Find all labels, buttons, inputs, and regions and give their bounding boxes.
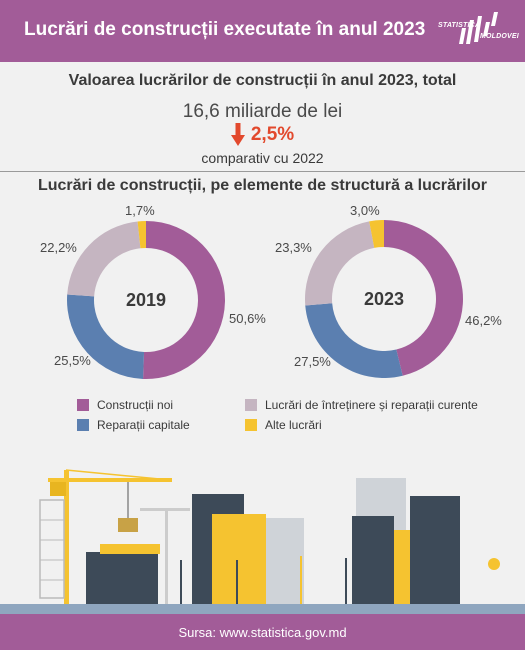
data-label-alte-2019: 1,7%: [125, 203, 155, 218]
building-group-right-icon: [352, 478, 460, 604]
legend-label: Alte lucrări: [265, 418, 322, 432]
footer-banner: Sursa: www.statistica.gov.md: [0, 614, 525, 650]
legend-swatch: [77, 419, 89, 431]
building-group-left-icon: [192, 494, 304, 604]
slice-alte-lucrari: [137, 221, 146, 249]
structure-title: Lucrări de construcții, pe elemente de s…: [37, 177, 488, 194]
legend-swatch: [245, 419, 257, 431]
legend-swatch: [77, 399, 89, 411]
streetlamps-icon: [180, 558, 500, 604]
slice-constructii-noi: [384, 220, 464, 376]
page-title: Lucrări de construcții executate în anul…: [24, 19, 426, 40]
donut-center-label: 2023: [364, 289, 404, 309]
legend-swatch: [245, 399, 257, 411]
slice-intretinere: [67, 221, 141, 297]
logo-bars-icon: [459, 12, 498, 44]
total-value: 16,6 miliarde de lei: [182, 101, 343, 122]
divider: [0, 171, 525, 172]
donut-center-label: 2019: [126, 290, 166, 310]
summary-title: Valoarea lucrărilor de construcții în an…: [68, 72, 457, 89]
change-row: 2,5%: [0, 123, 525, 149]
legend-item-intretinere: Lucrări de întreținere și reparații cure…: [245, 398, 478, 412]
legend-label: Construcții noi: [97, 398, 174, 412]
construction-city-illustration: [0, 469, 525, 614]
data-label-constructii-noi-2023: 46,2%: [465, 313, 502, 328]
slice-constructii-noi: [143, 221, 226, 379]
crane-small-icon: [140, 508, 190, 604]
slice-alte-lucrari: [369, 220, 384, 248]
slice-reparatii-capitale: [67, 294, 145, 379]
data-label-reparatii-2019: 25,5%: [54, 353, 91, 368]
legend-label: Reparații capitale: [97, 418, 190, 432]
donut-chart-2019: 2019: [67, 221, 226, 379]
slice-reparatii-capitale: [305, 303, 403, 378]
data-label-alte-2023: 3,0%: [350, 203, 380, 218]
data-label-intretinere-2023: 23,3%: [275, 240, 312, 255]
legend-item-alte-lucrari: Alte lucrări: [245, 418, 322, 432]
comparison-text: comparativ cu 2022: [201, 150, 324, 166]
down-arrow-icon: [230, 123, 245, 146]
data-label-intretinere-2019: 22,2%: [40, 240, 77, 255]
donut-chart-2023: 2023: [305, 220, 464, 378]
statistica-moldovei-logo: STATISTICA MOLDOVEI: [438, 12, 519, 52]
legend-label: Lucrări de întreținere și reparații cure…: [265, 398, 478, 412]
ground: [0, 604, 525, 614]
slice-intretinere: [305, 221, 375, 306]
logo-text-moldovei: MOLDOVEI: [480, 33, 519, 40]
scaffold-building-icon: [39, 499, 160, 604]
legend-item-reparatii-capitale: Reparații capitale: [77, 418, 190, 432]
crane-left-icon: [48, 469, 172, 604]
legend-item-constructii-noi: Construcții noi: [77, 398, 173, 412]
source-text: Sursa: www.statistica.gov.md: [178, 625, 347, 640]
change-value: 2,5%: [250, 124, 295, 145]
logo-text-statistica: STATISTICA: [438, 22, 481, 29]
data-label-constructii-noi-2019: 50,6%: [229, 311, 266, 326]
data-label-reparatii-2023: 27,5%: [294, 354, 331, 369]
header-banner: Lucrări de construcții executate în anul…: [0, 0, 525, 62]
